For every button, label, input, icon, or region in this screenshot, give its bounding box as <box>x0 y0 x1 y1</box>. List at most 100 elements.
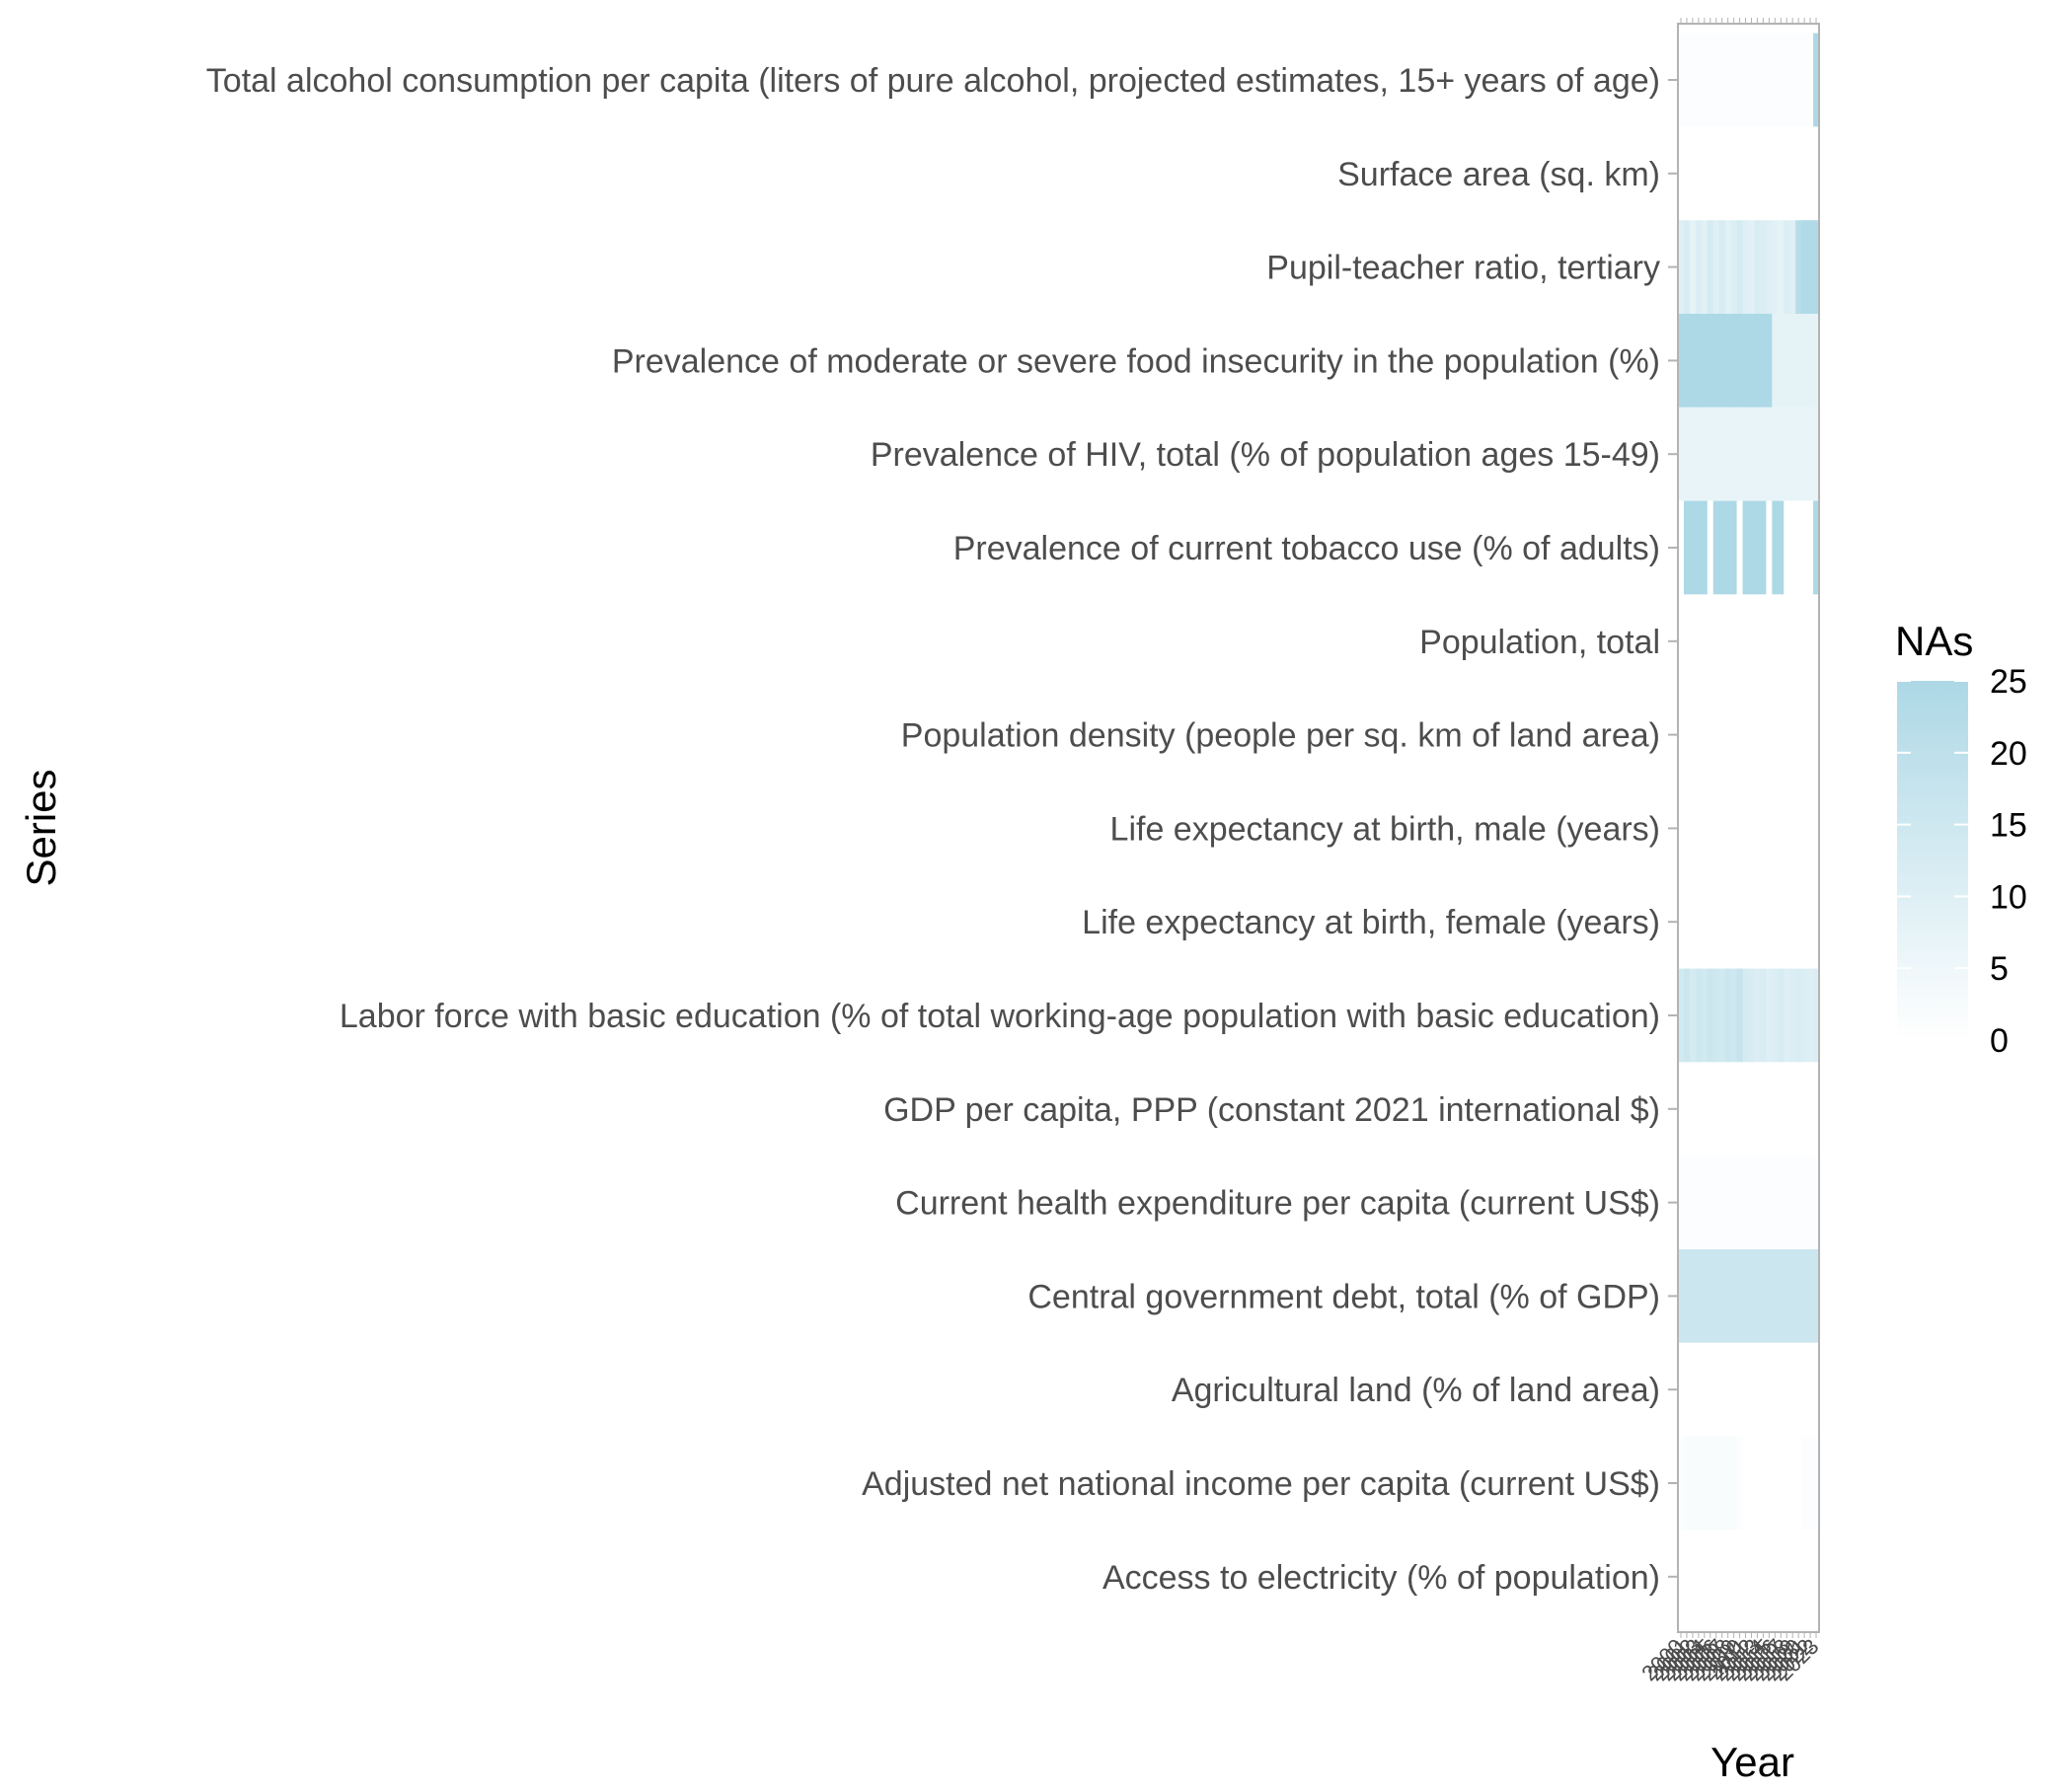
heatmap-cell <box>1778 1249 1785 1343</box>
heatmap-cell <box>1742 782 1749 875</box>
heatmap-cell <box>1707 1062 1714 1157</box>
heatmap-cell <box>1724 1436 1732 1531</box>
heatmap-cell <box>1754 1436 1761 1531</box>
heatmap-cell <box>1730 1436 1737 1531</box>
panel-border <box>1677 23 1820 1633</box>
heatmap-cell <box>1754 126 1761 221</box>
heatmap-cell <box>1718 314 1726 408</box>
heatmap-cell <box>1742 1342 1749 1437</box>
heatmap-cell <box>1813 500 1820 595</box>
heatmap-cell <box>1689 594 1697 689</box>
heatmap-cell <box>1724 1530 1732 1624</box>
heatmap-cell <box>1748 1530 1755 1624</box>
heatmap-cell <box>1678 782 1685 875</box>
heatmap-cell <box>1683 126 1691 221</box>
heatmap-cell <box>1789 500 1796 595</box>
heatmap-cell <box>1683 1342 1691 1437</box>
heatmap-cell <box>1748 314 1755 408</box>
heatmap-cell <box>1766 126 1773 221</box>
heatmap-cell <box>1813 1249 1820 1343</box>
heatmap-cell <box>1789 874 1796 969</box>
heatmap-cell <box>1760 1062 1767 1157</box>
heatmap-cell <box>1678 314 1685 408</box>
heatmap-cell <box>1736 688 1743 782</box>
heatmap-cell <box>1807 407 1814 501</box>
heatmap-cell <box>1718 1342 1726 1437</box>
legend-title: NAs <box>1895 618 1973 664</box>
y-tick-label: Population density (people per sq. km of… <box>901 717 1660 755</box>
heatmap-cell <box>1778 782 1785 875</box>
heatmap-cell <box>1754 33 1761 127</box>
heatmap-cell <box>1760 1249 1767 1343</box>
heatmap-cell <box>1701 968 1709 1063</box>
heatmap-cell <box>1730 220 1737 314</box>
heatmap-cell <box>1736 874 1743 969</box>
heatmap-cell <box>1778 1342 1785 1437</box>
heatmap-cell <box>1795 594 1802 689</box>
heatmap-cell <box>1701 126 1709 221</box>
heatmap-cell <box>1772 1249 1779 1343</box>
heatmap-cell <box>1689 1249 1697 1343</box>
heatmap-cell <box>1754 1530 1761 1624</box>
y-tick-label: Prevalence of current tobacco use (% of … <box>953 530 1660 567</box>
heatmap-cell <box>1784 407 1790 501</box>
heatmap-cell <box>1742 594 1749 689</box>
heatmap-cell <box>1760 968 1767 1063</box>
heatmap-cell <box>1748 968 1755 1063</box>
heatmap-cell <box>1724 1249 1732 1343</box>
heatmap-cell <box>1701 1062 1709 1157</box>
heatmap-cell <box>1778 1156 1785 1249</box>
heatmap-cell <box>1772 33 1779 127</box>
heatmap-cell <box>1754 1062 1761 1157</box>
heatmap-cell <box>1683 314 1691 408</box>
heatmap-cell <box>1795 1342 1802 1437</box>
heatmap-cell <box>1701 1530 1709 1624</box>
heatmap-cell <box>1730 782 1737 875</box>
heatmap-cell <box>1712 407 1720 501</box>
heatmap-cell <box>1678 220 1685 314</box>
heatmap-cell <box>1748 782 1755 875</box>
heatmap-cell <box>1795 1156 1802 1249</box>
heatmap-cell <box>1789 33 1796 127</box>
heatmap-cell <box>1742 1530 1749 1624</box>
heatmap-cell <box>1724 594 1732 689</box>
heatmap-cell <box>1736 33 1743 127</box>
heatmap-cell <box>1730 126 1737 221</box>
heatmap-cell <box>1736 407 1743 501</box>
heatmap-cell <box>1724 1156 1732 1249</box>
heatmap-cell <box>1813 1530 1820 1624</box>
heatmap-cell <box>1813 1156 1820 1249</box>
heatmap-cell <box>1766 594 1773 689</box>
heatmap-cell <box>1730 33 1737 127</box>
heatmap-cell <box>1772 1436 1779 1531</box>
heatmap-cell <box>1784 33 1790 127</box>
heatmap-cell <box>1683 594 1691 689</box>
heatmap-cell <box>1724 874 1732 969</box>
heatmap-cell <box>1801 500 1808 595</box>
heatmap-cell <box>1801 594 1808 689</box>
heatmap-cell <box>1712 874 1720 969</box>
heatmap-cell <box>1701 1249 1709 1343</box>
heatmap-cell <box>1718 220 1726 314</box>
heatmap-cell <box>1683 968 1691 1063</box>
heatmap-cell <box>1678 688 1685 782</box>
heatmap-cell <box>1784 1530 1790 1624</box>
heatmap-cell <box>1736 220 1743 314</box>
heatmap-cell <box>1748 594 1755 689</box>
heatmap-cell <box>1707 126 1714 221</box>
heatmap-cell <box>1754 968 1761 1063</box>
heatmap-cell <box>1801 1249 1808 1343</box>
heatmap-cell <box>1742 688 1749 782</box>
heatmap-cell <box>1695 1062 1703 1157</box>
heatmap-cell <box>1678 594 1685 689</box>
heatmap-cell <box>1807 1156 1814 1249</box>
heatmap-cell <box>1689 314 1697 408</box>
heatmap-cell <box>1730 968 1737 1063</box>
heatmap-cell <box>1707 594 1714 689</box>
heatmap-cell <box>1748 688 1755 782</box>
heatmap-cell <box>1707 968 1714 1063</box>
heatmap-cell <box>1807 782 1814 875</box>
heatmap-cell <box>1707 1342 1714 1437</box>
legend-ticks <box>1897 680 1968 1041</box>
heatmap-cell <box>1678 500 1685 595</box>
